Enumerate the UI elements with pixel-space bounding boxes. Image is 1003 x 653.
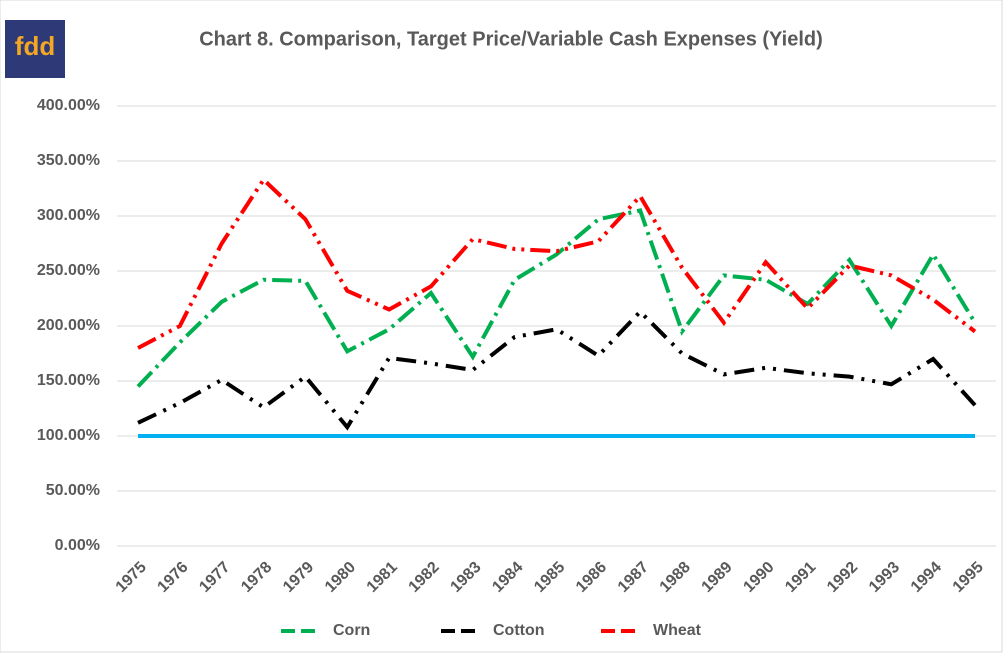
y-tick-label: 150.00% <box>37 372 100 389</box>
series-line <box>136 208 977 388</box>
legend-label: Wheat <box>653 622 702 639</box>
y-tick-label: 250.00% <box>37 262 100 279</box>
y-tick-label: 50.00% <box>46 482 100 499</box>
legend-label: Cotton <box>493 622 545 639</box>
y-tick-label: 400.00% <box>37 97 100 114</box>
y-tick-label: 350.00% <box>37 152 100 169</box>
chart-title: Chart 8. Comparison, Target Price/Variab… <box>199 28 823 50</box>
series-line <box>137 176 977 350</box>
legend-label: Corn <box>333 622 370 639</box>
y-tick-label: 300.00% <box>37 207 100 224</box>
series-line <box>137 308 977 431</box>
logo: fdd <box>15 31 55 61</box>
logo-box <box>5 20 65 78</box>
y-tick-label: 200.00% <box>37 317 100 334</box>
y-tick-label: 0.00% <box>55 537 100 554</box>
y-tick-label: 100.00% <box>37 427 100 444</box>
